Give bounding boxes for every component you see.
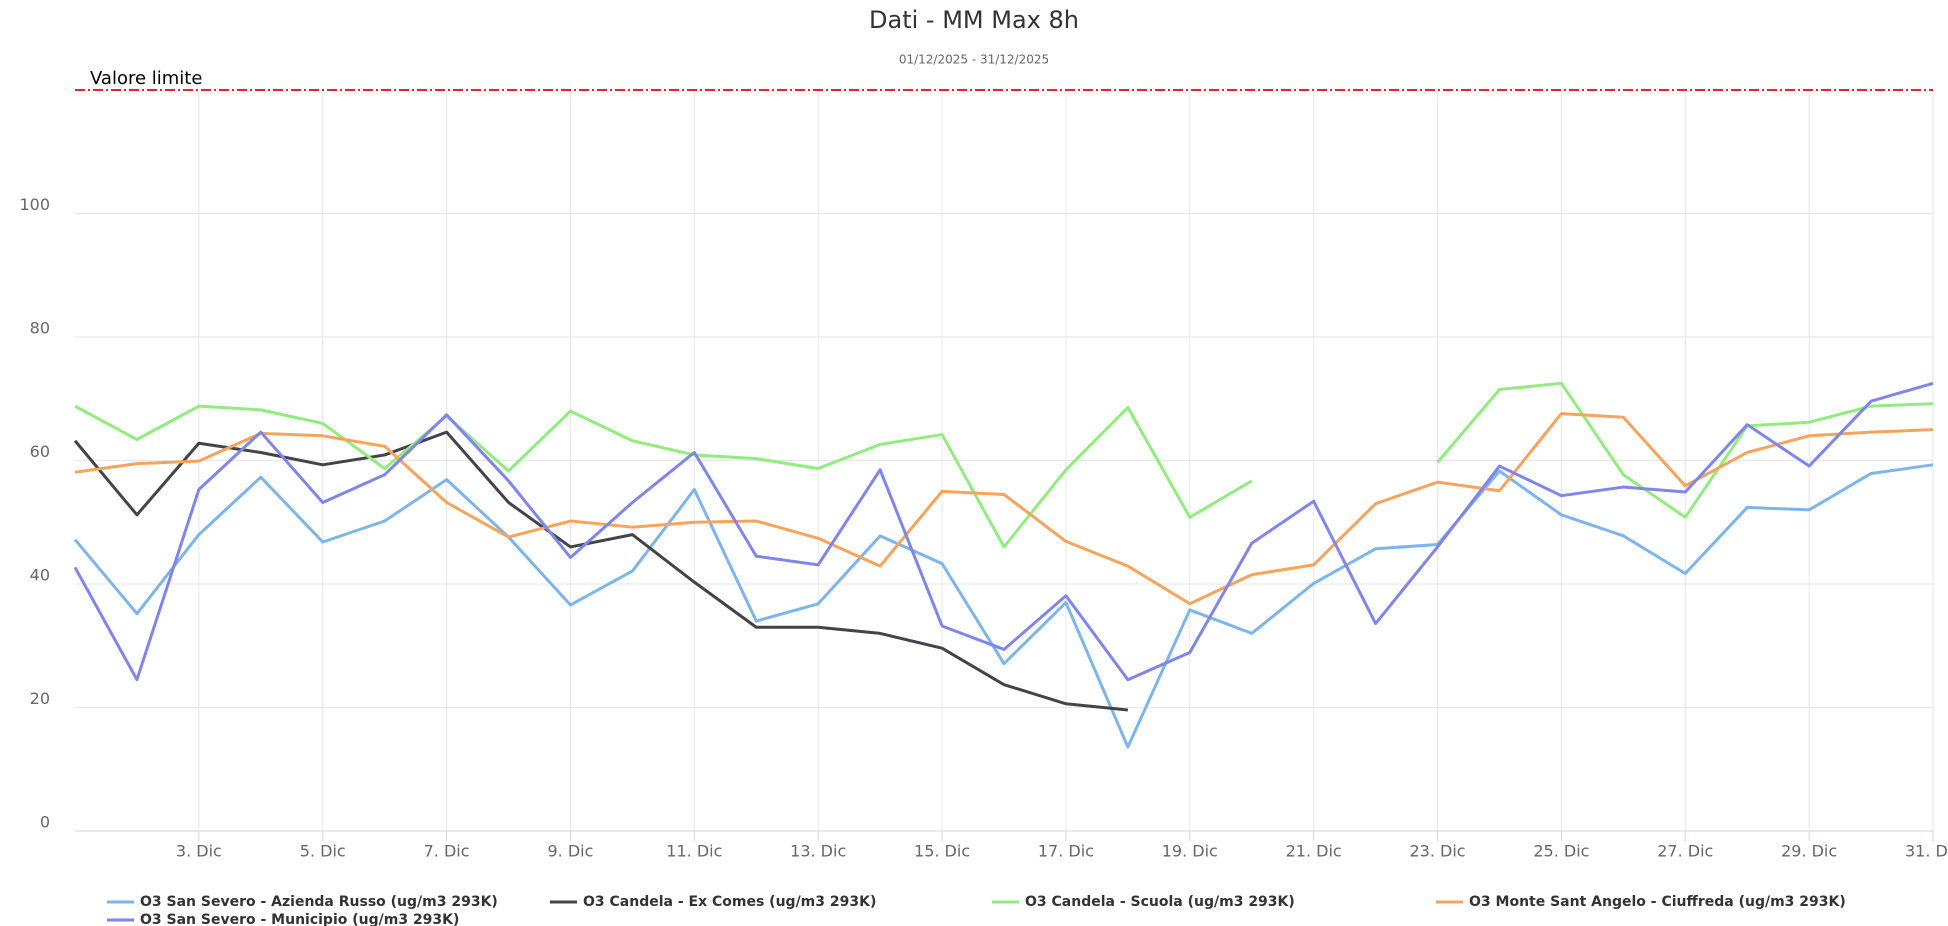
x-tick-label: 27. Dic <box>1657 842 1713 861</box>
series-line <box>73 463 1934 749</box>
legend-label: O3 San Severo - Azienda Russo (ug/m3 293… <box>140 894 498 910</box>
legend-label: O3 San Severo - Municipio (ug/m3 293K) <box>140 912 459 926</box>
x-tick-label: 21. Dic <box>1286 842 1342 861</box>
x-tick-label: 19. Dic <box>1162 842 1218 861</box>
y-tick-label: 60 <box>30 442 50 461</box>
x-tick-label: 23. Dic <box>1409 842 1465 861</box>
x-tick-label: 17. Dic <box>1038 842 1094 861</box>
legend-label: O3 Candela - Ex Comes (ug/m3 293K) <box>583 894 876 910</box>
series-line <box>73 430 1129 712</box>
x-tick-label: 11. Dic <box>666 842 722 861</box>
x-tick-label: 7. Dic <box>424 842 470 861</box>
series-line <box>73 381 1934 682</box>
legend-label: O3 Monte Sant Angelo - Ciuffreda (ug/m3 … <box>1469 894 1846 910</box>
legend-label: O3 Candela - Scuola (ug/m3 293K) <box>1025 894 1295 910</box>
x-tick-label: 29. Dic <box>1781 842 1837 861</box>
y-tick-label: 0 <box>40 813 50 832</box>
x-tick-label: 3. Dic <box>176 842 222 861</box>
x-tick-label: 5. Dic <box>300 842 346 861</box>
chart-title: Dati - MM Max 8h <box>869 6 1079 34</box>
x-tick-label: 9. Dic <box>548 842 594 861</box>
y-tick-label: 80 <box>30 319 50 338</box>
y-tick-label: 20 <box>30 689 50 708</box>
limit-label: Valore limite <box>90 68 202 89</box>
chart-subtitle: 01/12/2025 - 31/12/2025 <box>899 53 1049 67</box>
x-tick-label: 13. Dic <box>790 842 846 861</box>
series-line <box>74 412 1934 606</box>
series-line <box>74 381 1934 549</box>
x-tick-label: 15. Dic <box>914 842 970 861</box>
x-tick-label: 25. Dic <box>1533 842 1589 861</box>
y-tick-label: 100 <box>19 195 50 214</box>
y-tick-label: 40 <box>30 566 50 585</box>
x-tick-label: 31. Dic <box>1905 842 1948 861</box>
